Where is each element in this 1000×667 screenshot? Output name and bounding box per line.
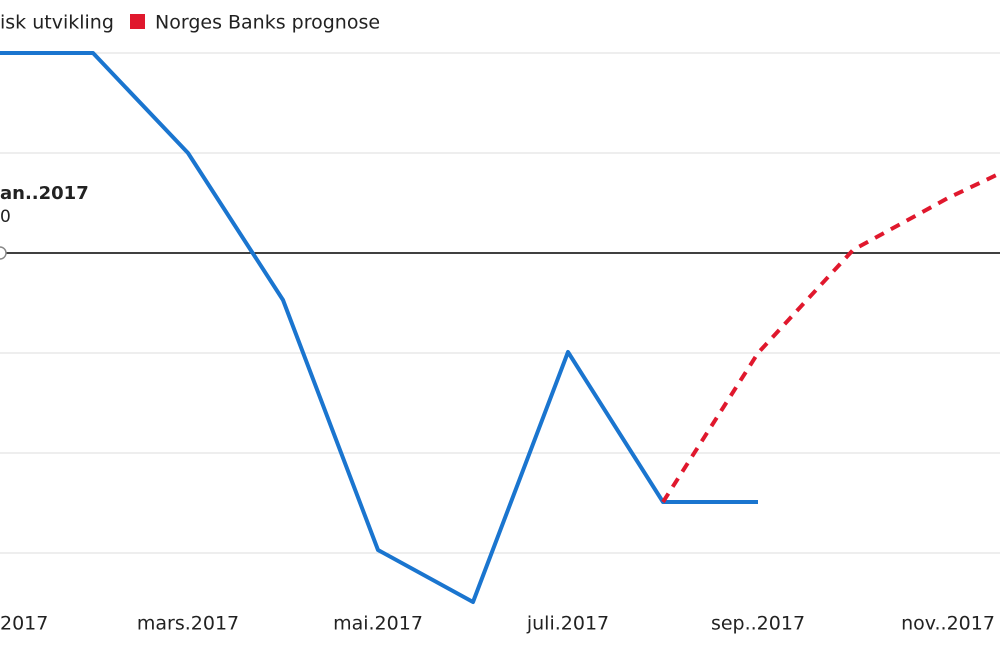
x-tick-label: nov..2017	[901, 613, 995, 635]
tooltip-label: an..2017	[0, 183, 89, 204]
x-tick-label: mars.2017	[137, 613, 239, 635]
legend-label: Norges Banks prognose	[155, 12, 380, 34]
legend-swatch	[130, 14, 145, 29]
x-tick-label: mai.2017	[333, 613, 423, 635]
x-tick-label: sep..2017	[711, 613, 805, 635]
x-tick-label: juli.2017	[526, 613, 609, 635]
tooltip-marker	[0, 246, 7, 260]
x-tick-label: 2017	[0, 613, 48, 635]
legend-label: isk utvikling	[0, 12, 114, 34]
tooltip-value: 0	[0, 207, 11, 227]
series-line	[0, 51, 758, 604]
series-line	[661, 171, 1000, 504]
